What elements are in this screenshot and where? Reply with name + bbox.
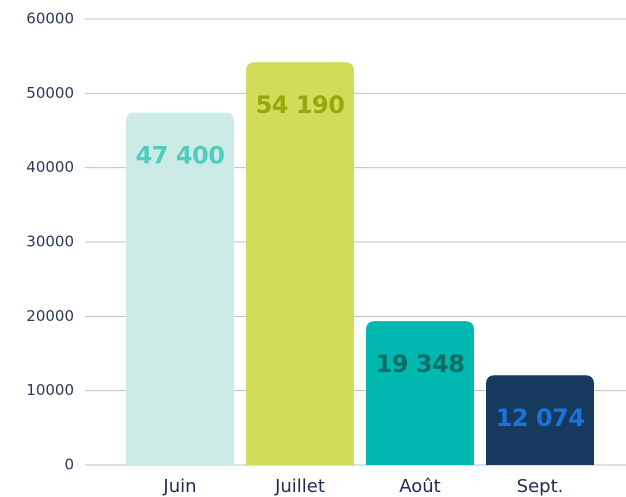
x-tick-label: Juillet: [274, 476, 325, 497]
y-tick-label: 40000: [26, 158, 74, 176]
value-label: 12 074: [496, 404, 585, 432]
bar: [126, 112, 234, 465]
y-tick-label: 50000: [26, 84, 74, 102]
y-tick-label: 60000: [26, 10, 74, 28]
value-label: 19 348: [376, 350, 465, 378]
bar: [366, 321, 474, 465]
value-label: 54 190: [256, 91, 345, 119]
x-tick-label: Juin: [162, 476, 196, 497]
y-tick-label: 20000: [26, 307, 74, 325]
y-tick-label: 10000: [26, 381, 74, 399]
y-tick-label: 0: [64, 456, 74, 474]
y-tick-label: 30000: [26, 233, 74, 251]
x-tick-label: Sept.: [517, 476, 564, 497]
x-tick-label: Août: [399, 476, 440, 497]
bar: [486, 375, 594, 465]
value-label: 47 400: [136, 142, 225, 170]
bar: [246, 62, 354, 465]
